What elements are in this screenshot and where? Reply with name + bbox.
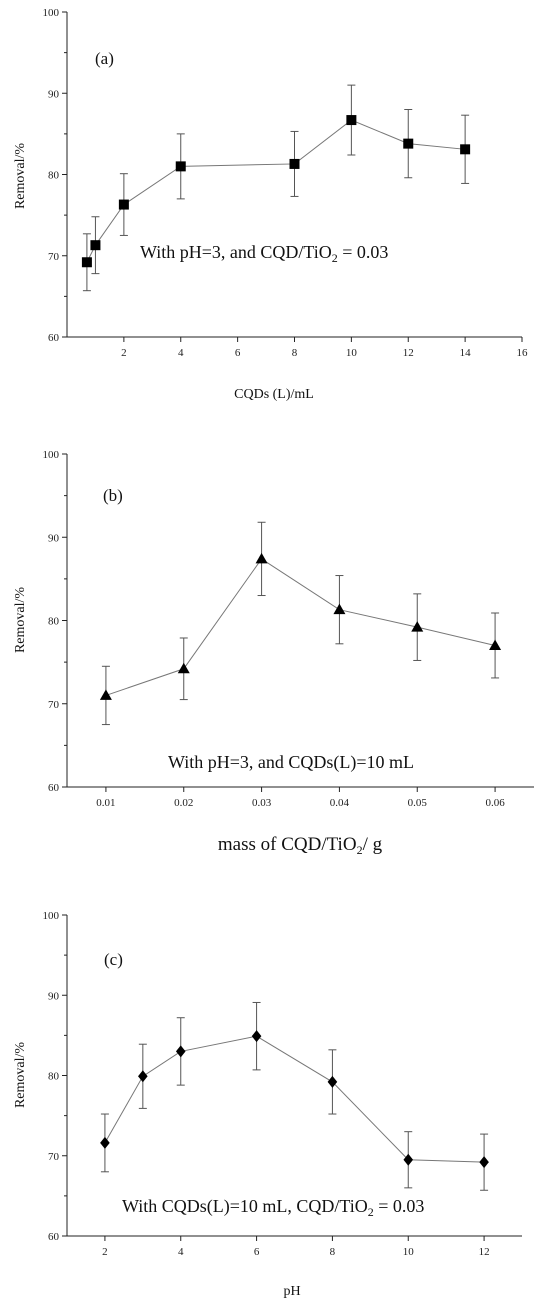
panel-label: (a) xyxy=(95,49,114,68)
y-tick-label: 90 xyxy=(48,532,60,544)
y-tick-label: 100 xyxy=(43,910,60,922)
y-tick-label: 60 xyxy=(48,782,60,794)
y-axis-title: Removal/% xyxy=(13,587,28,653)
y-tick-label: 70 xyxy=(48,1151,60,1163)
x-tick-label: 8 xyxy=(292,347,298,359)
x-tick-label: 0.02 xyxy=(174,797,193,809)
series-line xyxy=(104,1035,485,1163)
x-axis-title: CQDs (L)/mL xyxy=(234,387,314,402)
triangle-marker xyxy=(255,552,268,564)
square-marker xyxy=(289,158,300,169)
y-tick-label: 70 xyxy=(48,251,60,263)
diamond-marker xyxy=(403,1153,414,1166)
y-tick-label: 90 xyxy=(48,88,60,100)
chart-panel-1: 60 70 80 90 100 2 4 6 8 10 12 14 16 Removal/% CQDs (L)… xyxy=(13,7,528,402)
y-tick-label: 60 xyxy=(48,332,60,344)
x-tick-label: 8 xyxy=(330,1246,336,1258)
x-axis-title-text: pH xyxy=(283,1284,300,1299)
annotation-subscript: 2 xyxy=(332,251,338,265)
x-axis-title-subscript: 2 xyxy=(357,843,363,857)
diamond-marker xyxy=(327,1075,338,1088)
triangle-marker xyxy=(411,621,424,632)
x-tick-label: 16 xyxy=(517,347,529,359)
y-axis-title: Removal/% xyxy=(13,143,28,209)
x-tick-label: 10 xyxy=(346,347,358,359)
diamond-marker xyxy=(138,1070,148,1083)
annotation-main: With pH=3, and CQDs(L)=10 mL xyxy=(168,752,414,773)
x-tick-label: 6 xyxy=(254,1246,260,1258)
x-tick-label: 0.01 xyxy=(96,797,115,809)
diamond-marker xyxy=(175,1045,186,1058)
x-axis-title: pH xyxy=(283,1284,300,1299)
square-marker xyxy=(460,144,471,155)
annotation-tail: = 0.03 xyxy=(338,242,389,262)
diamond-marker xyxy=(251,1030,262,1043)
x-axis-title: mass of CQD/TiO2/ g xyxy=(218,834,383,857)
y-tick-label: 80 xyxy=(48,1071,60,1083)
triangle-marker xyxy=(333,603,346,615)
x-tick-label: 2 xyxy=(121,347,127,359)
panel-label: (b) xyxy=(103,486,123,505)
y-tick-label: 100 xyxy=(43,449,60,461)
y-tick-label: 70 xyxy=(48,699,60,711)
x-axis-title-text: CQDs (L)/mL xyxy=(234,387,314,402)
y-tick-label: 60 xyxy=(48,1231,60,1243)
x-tick-label: 10 xyxy=(403,1246,415,1258)
annotation-text: With pH=3, and CQDs(L)=10 mL xyxy=(168,752,414,773)
series-line xyxy=(105,558,496,696)
square-marker xyxy=(346,115,357,126)
series-line xyxy=(86,119,466,263)
annotation-text: With pH=3, and CQD/TiO2 = 0.03 xyxy=(140,242,388,265)
annotation-subscript: 2 xyxy=(368,1205,374,1219)
x-tick-label: 4 xyxy=(178,1246,184,1258)
x-tick-label: 12 xyxy=(479,1246,490,1258)
square-marker xyxy=(175,161,186,172)
y-axis-title: Removal/% xyxy=(13,1042,28,1108)
square-marker xyxy=(81,257,92,268)
annotation-main: With CQDs(L)=10 mL, CQD/TiO xyxy=(122,1196,368,1217)
y-tick-label: 90 xyxy=(48,990,60,1002)
diamond-marker xyxy=(479,1156,489,1169)
triangle-marker xyxy=(99,689,112,700)
x-tick-label: 12 xyxy=(403,347,414,359)
square-marker xyxy=(403,138,414,149)
diamond-marker xyxy=(100,1136,110,1149)
x-tick-label: 2 xyxy=(102,1246,108,1258)
panel-label: (c) xyxy=(104,950,123,969)
x-tick-label: 0.03 xyxy=(252,797,272,809)
y-tick-label: 80 xyxy=(48,616,60,628)
x-axis-title-text: mass of CQD/TiO xyxy=(218,834,357,855)
x-tick-label: 14 xyxy=(460,347,472,359)
annotation-tail: = 0.03 xyxy=(374,1196,425,1216)
x-tick-label: 0.05 xyxy=(408,797,428,809)
chart-panel-3: 60 70 80 90 100 2 4 6 8 10 12 Removal/% pH (c) With CQ… xyxy=(13,910,522,1299)
square-marker xyxy=(90,240,101,251)
y-tick-label: 80 xyxy=(48,170,60,182)
x-axis-title-tail: / g xyxy=(363,834,383,855)
annotation-main: With pH=3, and CQD/TiO xyxy=(140,242,332,262)
x-tick-label: 0.06 xyxy=(485,797,505,809)
chart-panel-2: 60 70 80 90 100 0.01 0.02 0.03 0.04 0.05 0.06 Remov… xyxy=(13,449,534,857)
square-marker xyxy=(118,199,129,210)
triangle-marker xyxy=(489,639,502,650)
triangle-marker xyxy=(177,662,190,674)
x-tick-label: 4 xyxy=(178,347,184,359)
annotation-text: With CQDs(L)=10 mL, CQD/TiO2 = 0.03 xyxy=(122,1196,424,1219)
y-tick-label: 100 xyxy=(43,7,60,19)
x-tick-label: 0.04 xyxy=(330,797,350,809)
x-tick-label: 6 xyxy=(235,347,241,359)
